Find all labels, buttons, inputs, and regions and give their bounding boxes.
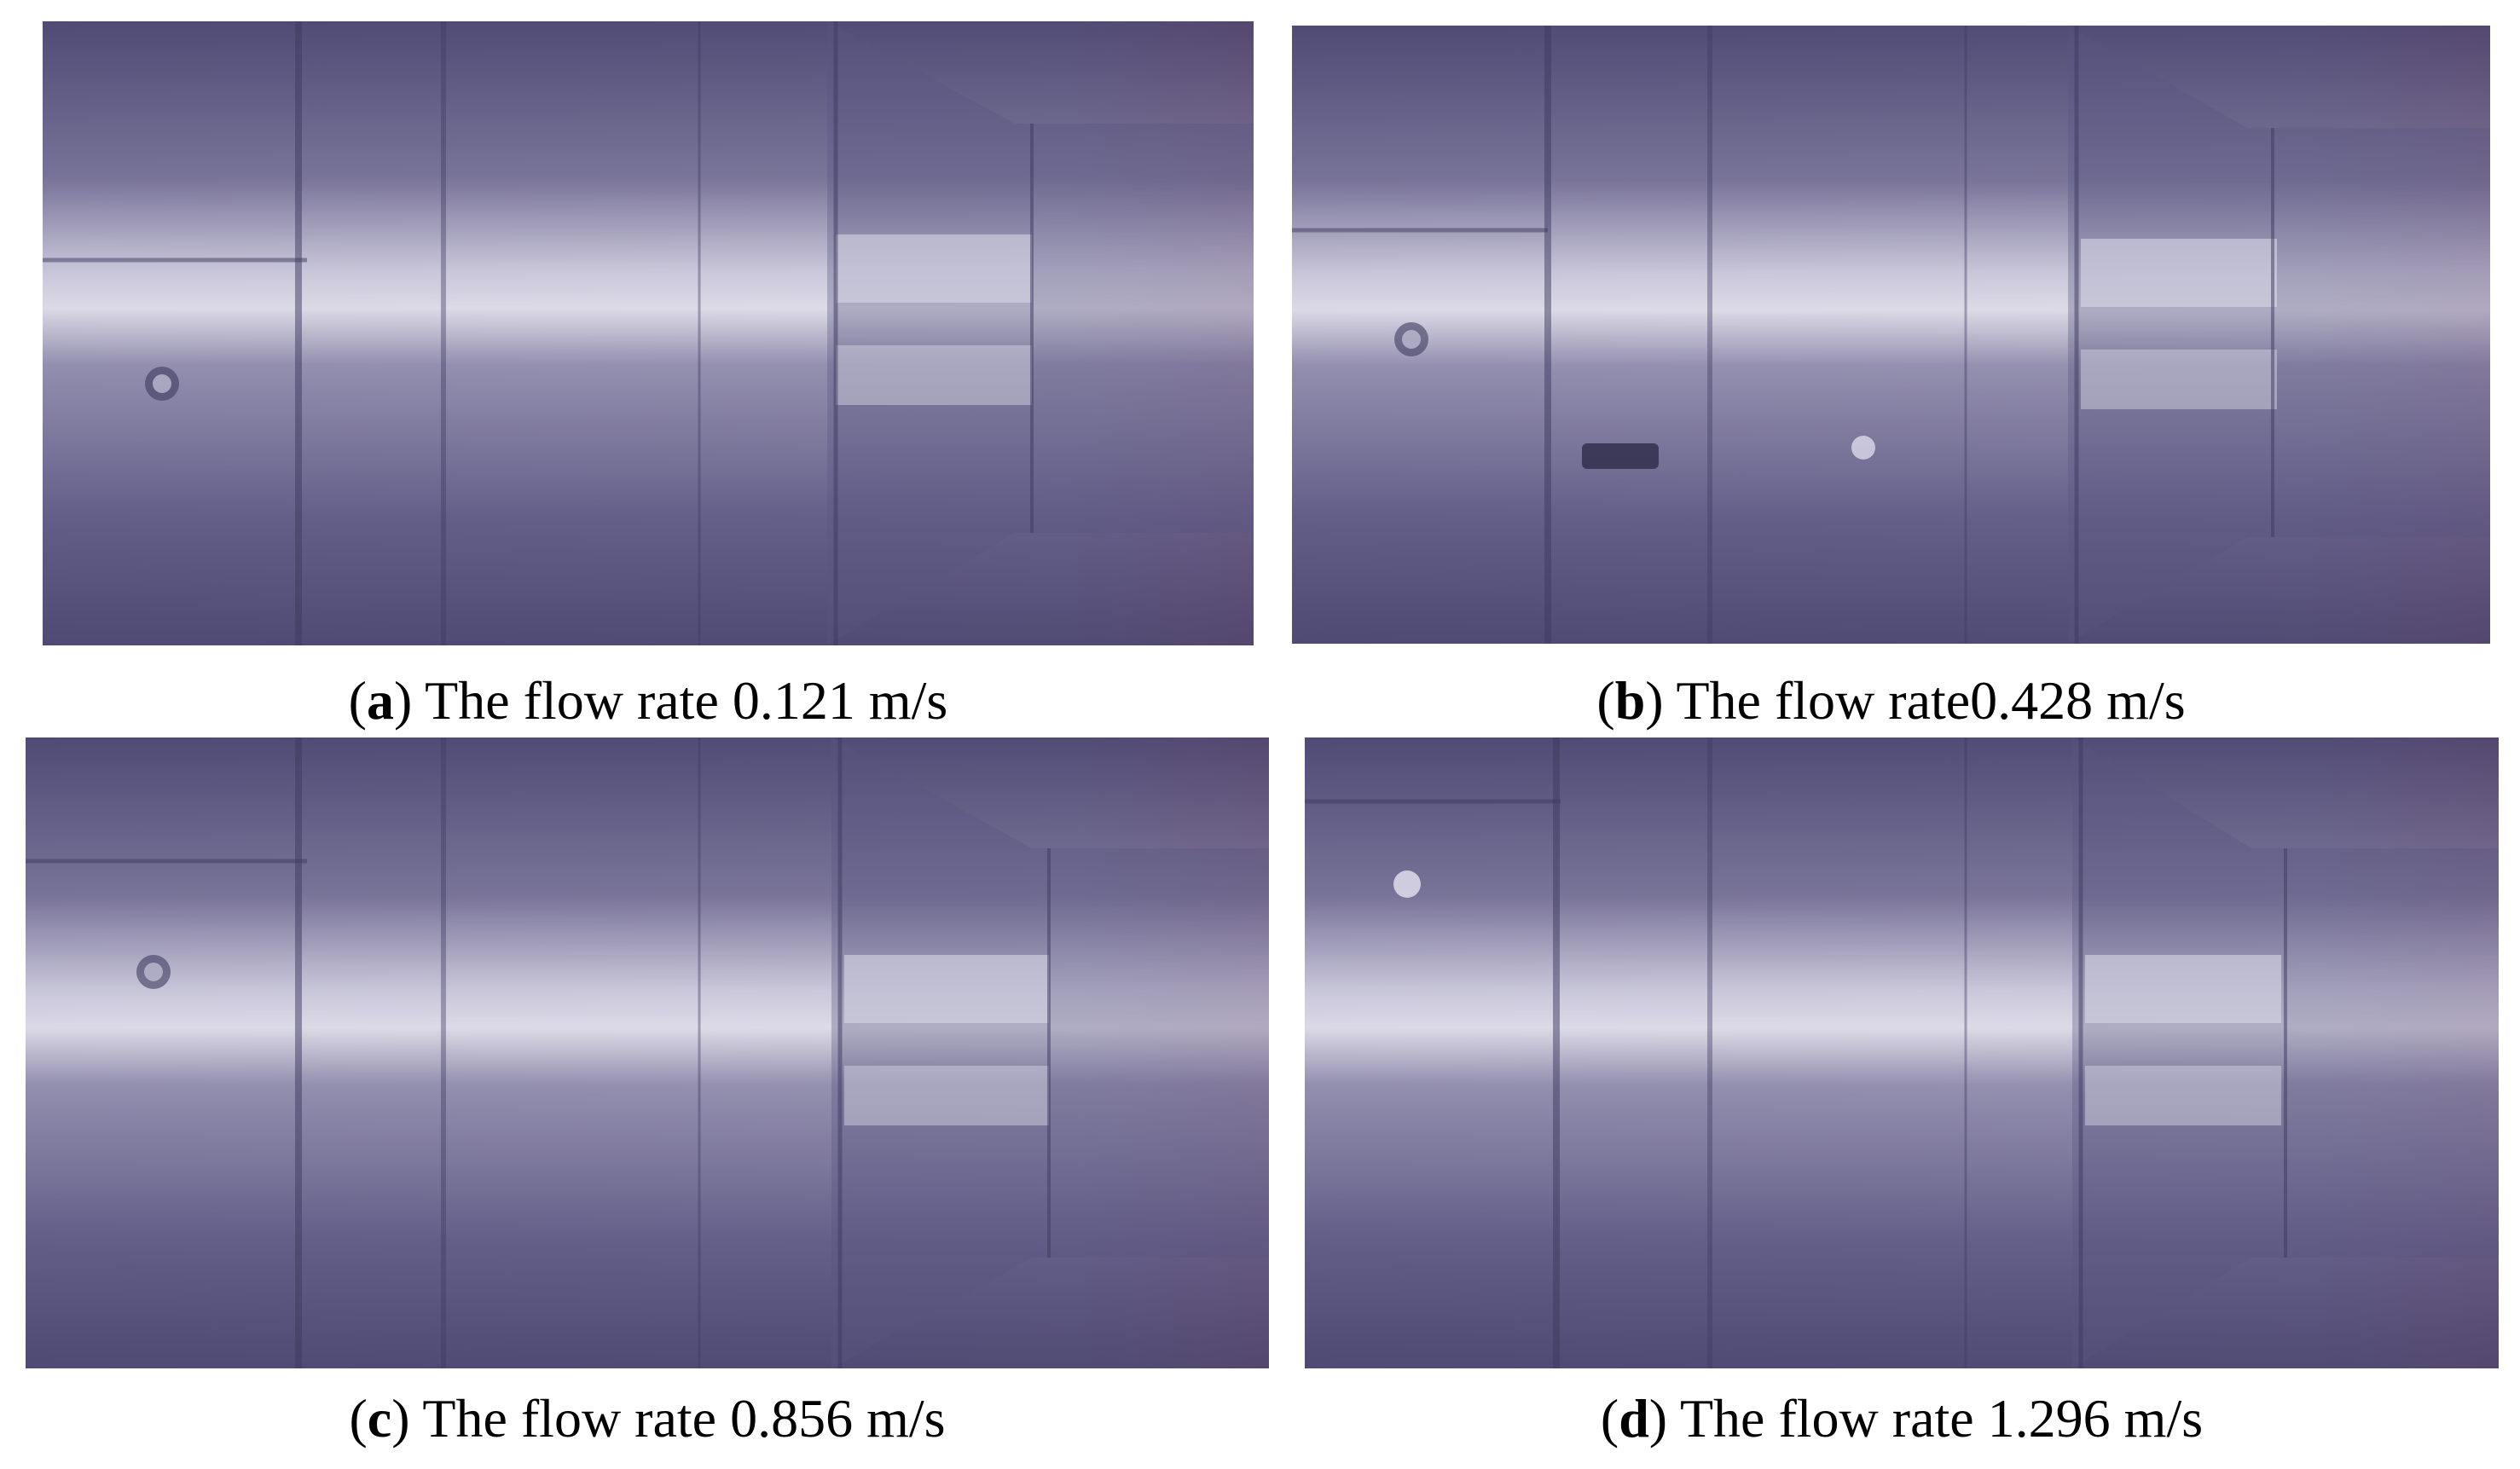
caption-b-text: The flow rate0.428 m/s xyxy=(1676,670,2186,731)
caption-c-text: The flow rate 0.856 m/s xyxy=(422,1388,946,1449)
caption-c: (c) The flow rate 0.856 m/s xyxy=(349,1388,946,1449)
photo-panel-c xyxy=(26,737,1269,1368)
caption-d-text: The flow rate 1.296 m/s xyxy=(1679,1388,2204,1449)
caption-a-text: The flow rate 0.121 m/s xyxy=(425,670,948,731)
caption-a-letter: a xyxy=(366,670,394,731)
caption-d: (d) The flow rate 1.296 m/s xyxy=(1600,1388,2204,1449)
photo-panel-d xyxy=(1305,737,2499,1368)
photo-panel-b xyxy=(1292,26,2490,644)
shaft-illustration-b xyxy=(1292,26,2490,644)
shaft-illustration-a xyxy=(43,21,1254,645)
photo-panel-a xyxy=(43,21,1254,645)
caption-c-letter: c xyxy=(367,1388,392,1449)
caption-d-letter: d xyxy=(1619,1388,1649,1449)
shaft-illustration-c xyxy=(26,737,1269,1368)
caption-b: (b) The flow rate0.428 m/s xyxy=(1596,670,2186,731)
caption-b-letter: b xyxy=(1614,670,1646,731)
caption-a: (a) The flow rate 0.121 m/s xyxy=(348,670,948,731)
shaft-illustration-d xyxy=(1305,737,2499,1368)
